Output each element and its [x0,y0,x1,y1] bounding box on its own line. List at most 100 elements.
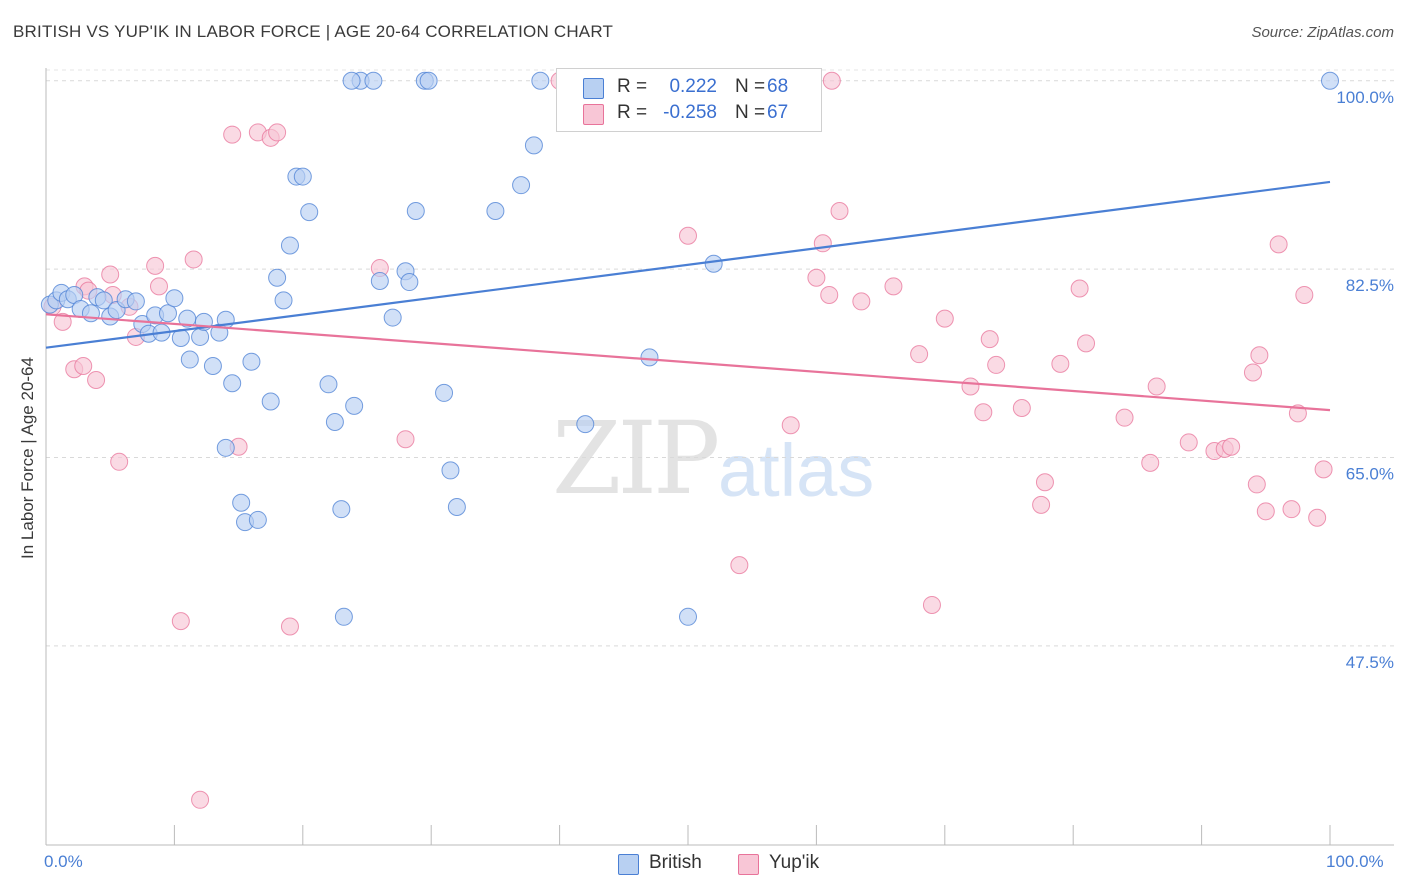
yupik-point [884,277,903,296]
stats-legend: R = 0.222 N = 68 R = -0.258 N = 67 [556,68,822,132]
british-point [447,498,466,517]
british-point [531,71,550,90]
british-point [640,348,659,367]
british-point [486,202,505,221]
british-legend-swatch [618,854,639,875]
british-point [704,254,723,273]
yupik-point [1147,377,1166,396]
yupik-point [74,357,93,376]
yupik-point [280,617,299,636]
british-point [216,438,235,457]
british-point [334,607,353,626]
yupik-point [87,371,106,389]
stats-row-british: R = 0.222 N = 68 [557,75,821,101]
british-point [191,327,210,346]
n-label: N = [735,102,766,123]
british-point [524,136,543,155]
yupik-point [852,292,871,311]
british-point [319,375,338,394]
watermark-atlas: atlas [718,429,875,512]
british-point [242,352,261,371]
yupik-point [1247,475,1266,494]
british-point [268,268,287,287]
yupik-swatch [583,104,604,125]
yupik-point [935,309,954,328]
yupik-point [961,377,980,396]
british-point [223,374,242,393]
yupik-point [910,345,929,364]
yupik-point [268,123,287,142]
yupik-point [1295,285,1314,304]
y-tick-label: 65.0% [1346,465,1394,484]
yupik-point [1012,398,1031,417]
yupik-point [191,790,210,809]
british-point [512,176,531,195]
british-point [1321,71,1339,90]
british-point [400,273,419,292]
yupik-point [1243,363,1262,382]
axes [45,68,1394,846]
british-point [370,271,389,290]
british-point [165,289,184,308]
source-credit: Source: ZipAtlas.com [1251,24,1394,41]
r-value: -0.258 [663,102,717,123]
british-point [364,71,383,90]
british-point [679,607,697,626]
british-point [441,461,460,480]
british-point [280,236,299,255]
yupik-point [171,612,190,631]
yupik-point [1314,460,1333,479]
british-point [435,383,454,402]
yupik-point [1269,235,1288,254]
british-point [419,71,438,90]
yupik-point [781,416,800,435]
y-tick-label: 47.5% [1346,653,1394,672]
yupik-point [1256,502,1275,521]
series-legend: British Yup'ik [0,852,1406,878]
yupik-point [730,556,749,575]
yupik-point [1222,437,1241,456]
yupik-point [1141,453,1160,472]
yupik-legend-swatch [738,854,759,875]
y-tick-label: 100.0% [1336,88,1394,107]
trend-lines [45,180,1331,412]
british-point [332,500,351,519]
yupik-point [974,403,993,422]
yupik-point [110,452,129,471]
y-tick-label: 82.5% [1346,276,1394,295]
british-point [158,304,177,323]
yupik-point [1179,433,1198,452]
yupik-point [1308,508,1327,527]
yupik-point [980,330,999,349]
yupik-point [396,430,415,449]
yupik-point [1250,346,1269,365]
british-point [345,396,364,415]
yupik-point [679,226,697,245]
r-label: R = [617,102,648,123]
british-point [248,510,267,529]
yupik-point [146,256,165,275]
british-legend-label: British [649,852,702,873]
british-trend-line [45,180,1331,349]
y-tick-labels: 100.0% 82.5% 65.0% 47.5% [1336,88,1394,672]
n-value: 67 [767,102,789,123]
yupik-point [1051,354,1070,373]
yupik-point [820,285,839,304]
yupik-point [1070,279,1089,298]
r-value: 0.222 [669,76,717,97]
british-point [406,202,425,221]
r-label: R = [617,76,648,97]
yupik-point [223,125,242,144]
n-value: 68 [767,76,789,97]
yupik-point [987,355,1006,374]
yupik-point [830,202,849,221]
yupik-point [822,71,841,90]
british-point [274,291,293,310]
yupik-point [1032,495,1051,514]
x-tick-label-min: 0.0% [44,852,83,871]
british-point [203,357,222,376]
yupik-point [1282,500,1301,519]
yupik-points [43,71,1333,809]
british-point [342,71,361,90]
